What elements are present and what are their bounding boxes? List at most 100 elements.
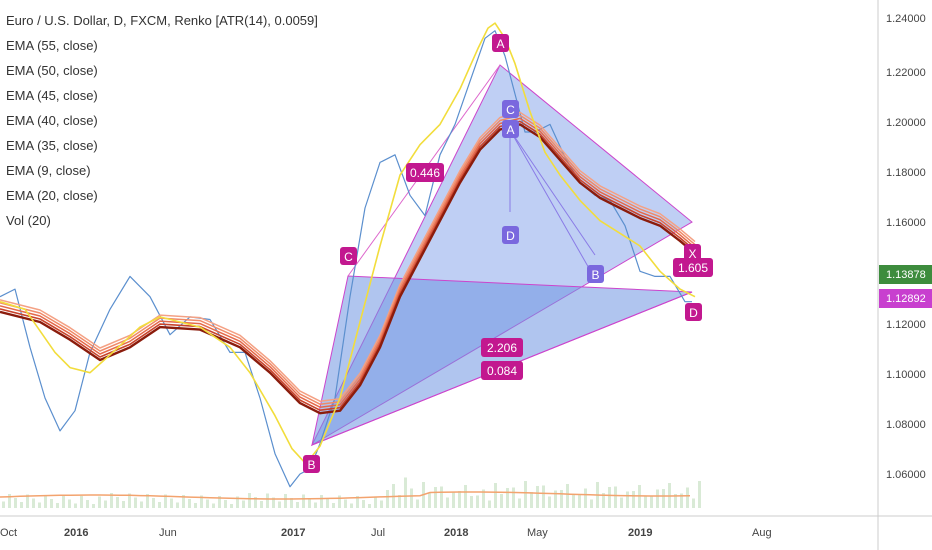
ema-ribbon-line <box>0 114 696 405</box>
volume-bar <box>128 493 131 508</box>
volume-bar <box>356 496 359 508</box>
volume-bar <box>656 489 659 508</box>
label-a-box <box>492 34 509 52</box>
volume-bar <box>254 497 257 508</box>
volume-bar <box>380 500 383 508</box>
volume-bar <box>320 495 323 508</box>
volume-bar <box>620 497 623 508</box>
legend-ema55[interactable]: EMA (55, close) <box>6 38 98 53</box>
volume-bar <box>602 493 605 508</box>
volume-bar <box>116 497 119 508</box>
volume-bar <box>110 493 113 508</box>
x-tick: Aug <box>752 527 772 539</box>
volume-bar <box>500 494 503 508</box>
volume-bar <box>290 498 293 508</box>
label-c: C <box>344 250 353 264</box>
volume-bar <box>386 490 389 508</box>
volume-bar <box>692 498 695 508</box>
ratio-2206: 2.206 <box>487 341 517 355</box>
volume-bar <box>152 498 155 508</box>
volume-bar <box>404 477 407 508</box>
volume-bar <box>50 499 53 508</box>
ratio-0446: 0.446 <box>410 166 440 180</box>
legend-ema50[interactable]: EMA (50, close) <box>6 63 98 78</box>
volume-bar <box>584 488 587 508</box>
volume-bar <box>398 495 401 508</box>
volume-bar <box>662 489 665 508</box>
time-axis: Oct 2016 Jun 2017 Jul 2018 May 2019 Aug <box>0 527 772 539</box>
legend-ema20[interactable]: EMA (20, close) <box>6 188 98 203</box>
volume-bar <box>86 500 89 508</box>
y-tick: 1.20000 <box>886 117 926 129</box>
ratio-1605: 1.605 <box>678 261 708 275</box>
volume-bar <box>686 487 689 508</box>
chart-legend: Euro / U.S. Dollar, D, FXCM, Renko [ATR(… <box>6 8 318 233</box>
volume-bar <box>698 481 701 508</box>
label-b-box <box>303 455 320 473</box>
label-d-violet: D <box>506 229 515 243</box>
volume-bar <box>20 502 23 508</box>
legend-ema9[interactable]: EMA (9, close) <box>6 163 91 178</box>
volume-bar <box>326 499 329 508</box>
volume-bar <box>674 494 677 508</box>
volume-bar <box>506 488 509 508</box>
x-tick: Oct <box>0 527 17 539</box>
volume-bar <box>266 493 269 508</box>
volume-bar <box>302 494 305 508</box>
legend-ema45[interactable]: EMA (45, close) <box>6 88 98 103</box>
pattern-price-tag <box>879 289 932 308</box>
volume-bars <box>2 477 701 508</box>
volume-bar <box>344 499 347 508</box>
label-d-box <box>685 303 702 321</box>
volume-bar <box>476 495 479 508</box>
volume-bar <box>590 499 593 508</box>
volume-bar <box>536 486 539 508</box>
volume-bar <box>92 504 95 508</box>
legend-ema40[interactable]: EMA (40, close) <box>6 113 98 128</box>
volume-bar <box>212 503 215 508</box>
volume-bar <box>260 501 263 508</box>
legend-ema35[interactable]: EMA (35, close) <box>6 138 98 153</box>
volume-bar <box>68 499 71 508</box>
volume-bar <box>38 502 41 508</box>
volume-bar <box>440 486 443 508</box>
volume-bar <box>2 501 5 508</box>
volume-bar <box>206 499 209 508</box>
ema-9-line <box>0 22 696 465</box>
volume-bar <box>308 498 311 508</box>
volume-bar <box>428 493 431 508</box>
label-x: X <box>688 247 696 261</box>
chart-title[interactable]: Euro / U.S. Dollar, D, FXCM, Renko [ATR(… <box>6 13 318 28</box>
volume-bar <box>680 493 683 508</box>
x-tick: May <box>527 527 548 539</box>
volume-bar <box>32 498 35 508</box>
abcd-leg-bc <box>509 129 591 271</box>
volume-bar <box>296 502 299 508</box>
y-tick: 1.06000 <box>886 469 926 481</box>
volume-bar <box>278 501 281 508</box>
volume-bar <box>482 489 485 508</box>
y-tick: 1.24000 <box>886 13 926 25</box>
volume-bar <box>560 490 563 508</box>
label-b: B <box>307 458 315 472</box>
current-price-value: 1.13878 <box>886 269 926 281</box>
y-tick: 1.16000 <box>886 217 926 229</box>
volume-bar <box>488 500 491 508</box>
volume-ma-path <box>0 491 691 500</box>
legend-vol[interactable]: Vol (20) <box>6 213 51 228</box>
ratio-0446-box <box>406 163 444 182</box>
volume-bar <box>452 491 455 508</box>
volume-bar <box>182 495 185 508</box>
volume-bar <box>98 496 101 508</box>
volume-bar <box>644 496 647 508</box>
volume-bar <box>374 496 377 508</box>
volume-bar <box>338 495 341 508</box>
volume-bar <box>284 494 287 508</box>
volume-bar <box>332 503 335 508</box>
volume-bar <box>44 495 47 508</box>
y-tick: 1.18000 <box>886 167 926 179</box>
label-x-box <box>684 244 701 262</box>
x-tick: 2019 <box>628 527 652 539</box>
ema-55-line <box>0 123 696 415</box>
